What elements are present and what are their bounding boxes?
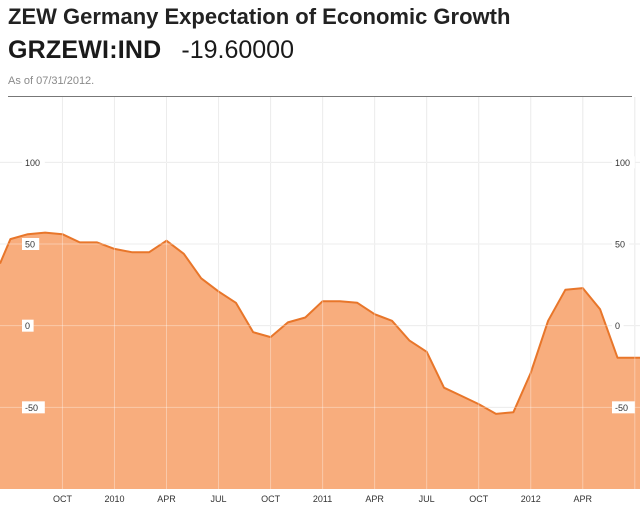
y-tick-label-bg-right <box>612 156 635 169</box>
y-tick-label-right: 0 <box>615 321 620 331</box>
x-tick-label: OCT <box>261 494 281 504</box>
series-area <box>0 232 640 489</box>
x-tick-label: 2012 <box>521 494 541 504</box>
y-tick-label-right: -50 <box>615 403 628 413</box>
y-tick-label-bg-left <box>22 319 34 332</box>
y-tick-label-left: -50 <box>25 403 38 413</box>
quote-row: GRZEWI:IND -19.60000 <box>8 36 632 65</box>
chart-area: 100 100 50 50 0 0 -50 -50 OCT 2010 APR JUL OCT 2011 AP… <box>0 97 640 504</box>
y-tick-label-bg-right <box>612 401 635 414</box>
y-tick-label-left: 100 <box>25 158 40 168</box>
series-line <box>0 231 640 415</box>
x-tick-label: APR <box>574 494 593 504</box>
y-tick-label-left: 50 <box>25 240 35 250</box>
chart-title: ZEW Germany Expectation of Economic Grow… <box>8 4 511 29</box>
ticker-symbol: GRZEWI:IND <box>8 36 162 64</box>
y-tick-label-left: 0 <box>25 321 30 331</box>
x-tick-label: 2010 <box>104 494 124 504</box>
header: ZEW Germany Expectation of Economic Grow… <box>8 4 632 87</box>
x-tick-label: JUL <box>211 494 227 504</box>
header-divider <box>8 96 632 97</box>
y-tick-label-right: 100 <box>615 158 630 168</box>
x-tick-label: OCT <box>53 494 73 504</box>
y-tick-label-bg-left <box>22 156 45 169</box>
y-tick-label-bg-right <box>612 319 624 332</box>
x-tick-label: JUL <box>419 494 435 504</box>
x-tick-label: 2011 <box>313 494 332 504</box>
y-tick-label-right: 50 <box>615 240 625 250</box>
last-price: -19.60000 <box>181 36 294 64</box>
x-tick-label: APR <box>157 494 176 504</box>
as-of-date: As of 07/31/2012. <box>8 75 95 87</box>
y-tick-label-bg-left <box>22 238 40 250</box>
y-tick-label-bg-right <box>612 238 630 250</box>
y-tick-label-bg-left <box>22 401 45 414</box>
x-tick-label: APR <box>365 494 384 504</box>
x-tick-label: OCT <box>469 494 489 504</box>
